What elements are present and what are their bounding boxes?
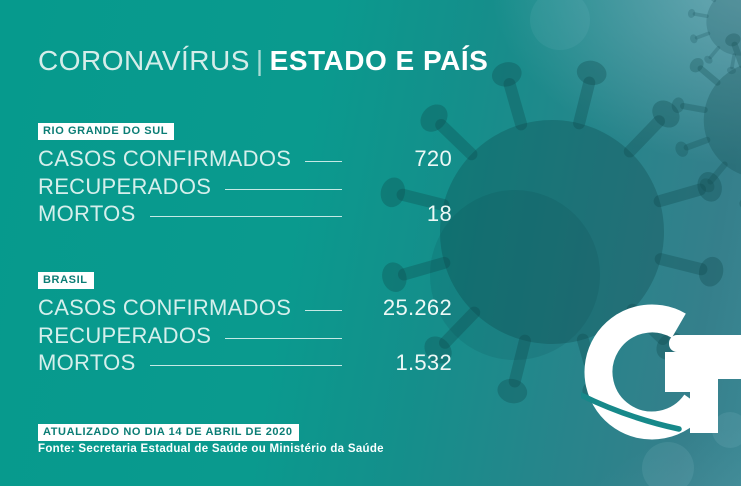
- stat-row-br-confirmados: CASOS CONFIRMADOS 25.262: [38, 295, 452, 323]
- title-topic: CORONAVÍRUS: [38, 45, 250, 76]
- section-rio-grande-do-sul: RIO GRANDE DO SUL CASOS CONFIRMADOS 720 …: [38, 121, 452, 229]
- stat-row-rs-confirmados: CASOS CONFIRMADOS 720: [38, 146, 452, 174]
- updated-badge: ATUALIZADO NO DIA 14 DE ABRIL DE 2020: [38, 424, 299, 441]
- leader-line: [149, 201, 343, 229]
- stat-label: CASOS CONFIRMADOS: [38, 295, 292, 320]
- gzh-g-logo: [581, 304, 741, 440]
- title-scope: ESTADO E PAÍS: [269, 45, 489, 76]
- leader-line: [305, 146, 342, 174]
- stat-label: RECUPERADOS: [38, 322, 212, 348]
- footer: ATUALIZADO NO DIA 14 DE ABRIL DE 2020 Fo…: [38, 422, 384, 455]
- stat-row-br-recuperados: RECUPERADOS: [38, 323, 452, 351]
- leader-line: [225, 323, 342, 351]
- stat-value: 25.262: [382, 295, 452, 320]
- stat-row-rs-recuperados: RECUPERADOS: [38, 174, 452, 202]
- source-text: Fonte: Secretaria Estadual de Saúde ou M…: [38, 443, 384, 455]
- stat-value: 18: [426, 201, 452, 226]
- title-separator-icon: |: [255, 45, 264, 76]
- stat-row-rs-mortos: MORTOS 18: [38, 201, 452, 229]
- stat-value: 1.532: [395, 350, 452, 375]
- leader-line: [149, 350, 343, 378]
- section-badge-brasil: BRASIL: [38, 272, 94, 289]
- stat-row-br-mortos: MORTOS 1.532: [38, 350, 452, 378]
- leader-line: [225, 174, 342, 202]
- stat-label: MORTOS: [38, 350, 136, 375]
- stat-label: RECUPERADOS: [38, 173, 212, 199]
- section-brasil: BRASIL CASOS CONFIRMADOS 25.262 RECUPERA…: [38, 270, 452, 378]
- stat-label: MORTOS: [38, 201, 136, 226]
- leader-line: [305, 295, 342, 323]
- page-title: CORONAVÍRUS | ESTADO E PAÍS: [38, 44, 488, 78]
- stat-value: 720: [414, 146, 452, 171]
- stat-label: CASOS CONFIRMADOS: [38, 146, 292, 171]
- section-badge-rs: RIO GRANDE DO SUL: [38, 123, 175, 140]
